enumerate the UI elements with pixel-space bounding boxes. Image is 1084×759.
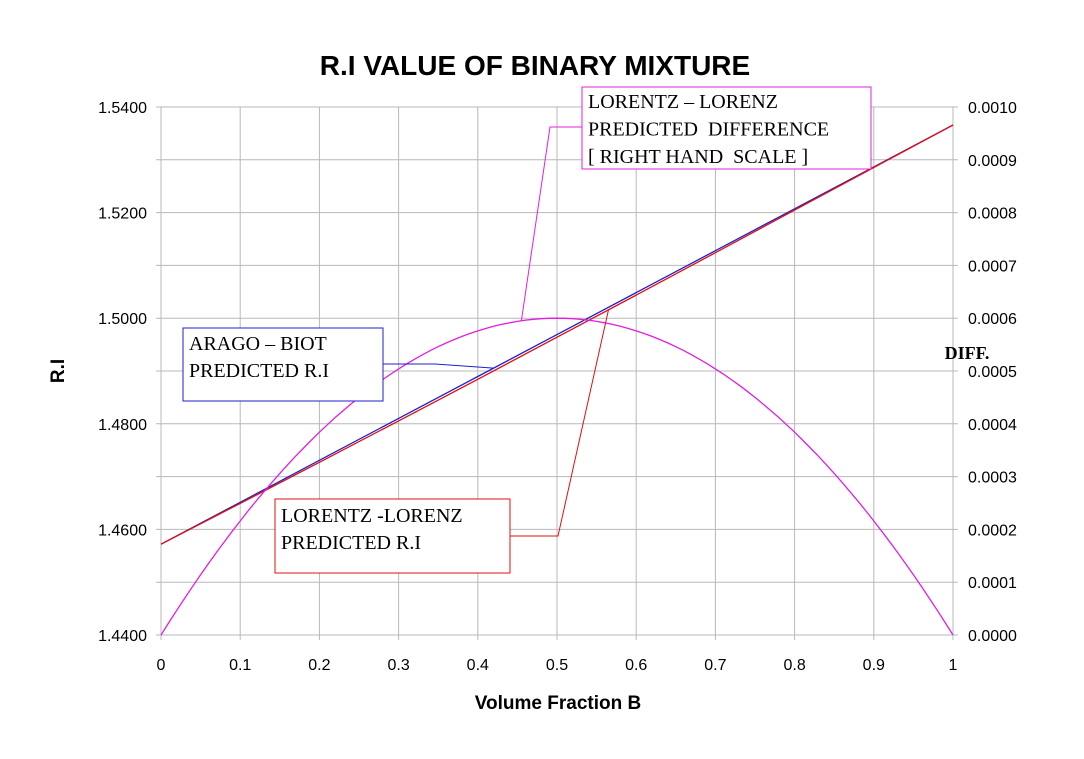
- series-layer: [160, 124, 954, 636]
- y2-tick-label: 0.0007: [968, 258, 1017, 275]
- annotation-frame: [274, 498, 511, 574]
- y-tick-labels: 1.4400 1.4600 1.4800 1.5000 1.5200 1.5400: [98, 100, 147, 645]
- y-tick-label: 1.5000: [98, 311, 147, 328]
- x-tick-label: 0.9: [863, 657, 885, 674]
- y-tick-label: 1.4400: [98, 628, 147, 645]
- series-line-1: [160, 124, 954, 545]
- annotation-text: PREDICTED DIFFERENCE: [588, 119, 829, 141]
- annotation-leaders: [383, 126, 609, 537]
- y2-tick-label: 0.0010: [968, 100, 1017, 117]
- y2-tick-label: 0.0009: [968, 153, 1017, 170]
- x-tick-label: 0: [157, 657, 166, 674]
- annotation-leader-2: [520, 126, 582, 321]
- annotation-frame: [182, 327, 384, 402]
- chart-title: R.I VALUE OF BINARY MIXTURE: [320, 50, 750, 81]
- series-line-2: [160, 317, 954, 636]
- x-tick-label: 0.4: [467, 657, 489, 674]
- annotation-text: ARAGO – BIOT: [189, 333, 327, 355]
- annotation-text: PREDICTED R.I: [189, 360, 329, 382]
- y2-tick-label: 0.0000: [968, 628, 1017, 645]
- x-tick-labels: 0 0.1 0.2 0.3 0.4 0.5 0.6 0.7 0.8 0.9 1: [157, 657, 958, 674]
- annotation-frame: [581, 86, 872, 170]
- x-tick-label: 0.8: [783, 657, 805, 674]
- x-tick-label: 0.5: [546, 657, 568, 674]
- annotation-box-0: ARAGO – BIOT PREDICTED R.I: [182, 327, 384, 402]
- annotation-text: LORENTZ – LORENZ: [588, 91, 778, 113]
- y-tick-label: 1.5400: [98, 100, 147, 117]
- x-tick-label: 0.2: [308, 657, 330, 674]
- y2-tick-label: 0.0001: [968, 575, 1017, 592]
- annotation-text: PREDICTED R.I: [281, 532, 421, 554]
- annotation-leader-0: [383, 363, 494, 369]
- annotation-text: LORENTZ -LORENZ: [281, 505, 463, 527]
- y-tick-label: 1.5200: [98, 206, 147, 223]
- y2-axis-title: DIFF.: [945, 343, 990, 363]
- y2-tick-label: 0.0003: [968, 470, 1017, 487]
- x-axis-title: Volume Fraction B: [475, 693, 641, 714]
- y-tick-label: 1.4600: [98, 522, 147, 539]
- annotation-leader-1: [510, 309, 609, 537]
- y2-tick-label: 0.0005: [968, 364, 1017, 381]
- y2-tick-label: 0.0004: [968, 417, 1017, 434]
- x-tick-label: 1: [949, 657, 958, 674]
- annotation-box-2: LORENTZ – LORENZ PREDICTED DIFFERENCE [ RI…: [581, 86, 872, 170]
- y2-tick-label: 0.0006: [968, 311, 1017, 328]
- y2-tick-labels: 0.0000 0.0001 0.0002 0.0003 0.0004 0.0005 0.00…: [968, 100, 1017, 645]
- x-tick-label: 0.3: [387, 657, 409, 674]
- annotation-box-1: LORENTZ -LORENZ PREDICTED R.I: [274, 498, 511, 574]
- y2-tick-label: 0.0008: [968, 206, 1017, 223]
- annotation-text: [ RIGHT HAND SCALE ]: [588, 146, 808, 168]
- y-tick-label: 1.4800: [98, 417, 147, 434]
- x-tick-label: 0.7: [704, 657, 726, 674]
- x-tick-label: 0.1: [229, 657, 251, 674]
- y-axis-title: R.I: [48, 359, 69, 383]
- series-line-0: [160, 124, 954, 545]
- x-tick-label: 0.6: [625, 657, 647, 674]
- y2-tick-label: 0.0002: [968, 522, 1017, 539]
- axes: [160, 107, 954, 635]
